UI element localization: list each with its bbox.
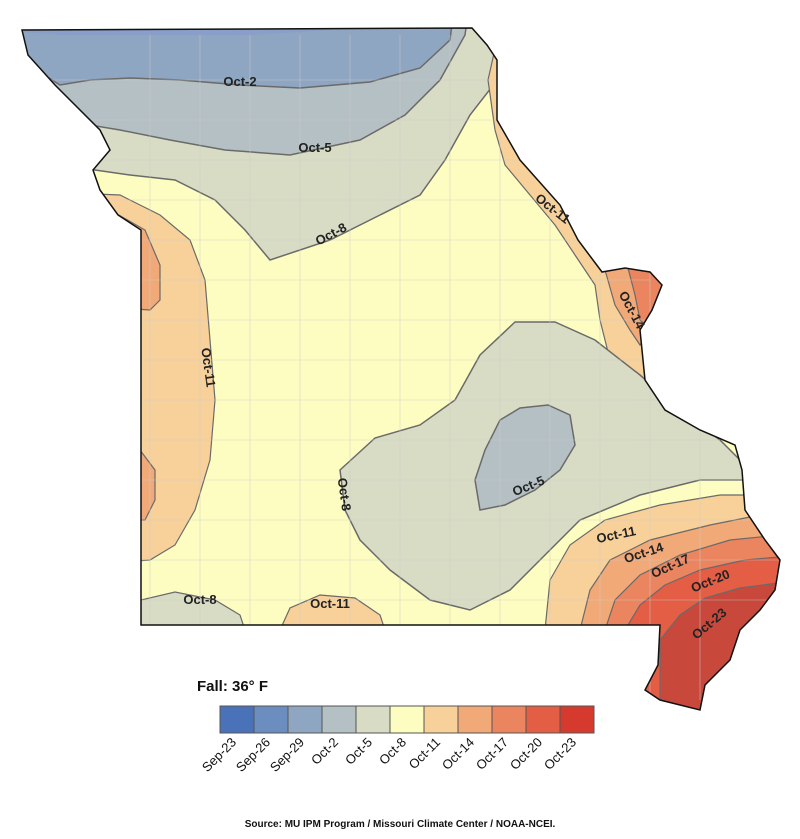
legend-swatches [219,705,595,734]
legend-swatch [457,705,493,734]
contour-label: Oct-5 [298,140,331,155]
legend-tick-label: Oct-17 [473,735,511,773]
map-fill [22,28,780,710]
legend-swatch [253,705,289,734]
legend-tick-label: Oct-14 [439,735,477,773]
legend-swatch [219,705,255,734]
legend-tick-label: Sep-29 [267,735,307,775]
legend-tick-label: Sep-26 [233,735,273,775]
legend-tick-label: Oct-23 [541,735,579,773]
legend-swatch [423,705,459,734]
legend-swatch [389,705,425,734]
legend-swatch [525,705,561,734]
contour-label: Oct-8 [335,477,354,512]
contour-label: Oct-11 [310,596,350,611]
contour-label: Oct-11 [198,347,218,388]
legend-swatch [559,705,595,734]
legend-swatch [355,705,391,734]
legend-swatch [287,705,323,734]
legend-swatch [491,705,527,734]
legend-tick-label: Oct-20 [507,735,545,773]
source-credit: Source: MU IPM Program / Missouri Climat… [244,819,556,830]
legend-title: Fall: 36° F [197,678,269,695]
state-outline [21,27,781,711]
legend-swatch [321,705,357,734]
legend-tick-label: Oct-11 [406,735,444,773]
legend-tick-label: Sep-23 [199,735,239,775]
legend-tick-label: Oct-8 [376,735,409,768]
legend-tick-label: Oct-5 [342,735,375,768]
legend-tick-label: Oct-2 [308,735,341,768]
contour-label: Oct-2 [223,74,256,89]
contour-label: Oct-8 [183,592,216,607]
